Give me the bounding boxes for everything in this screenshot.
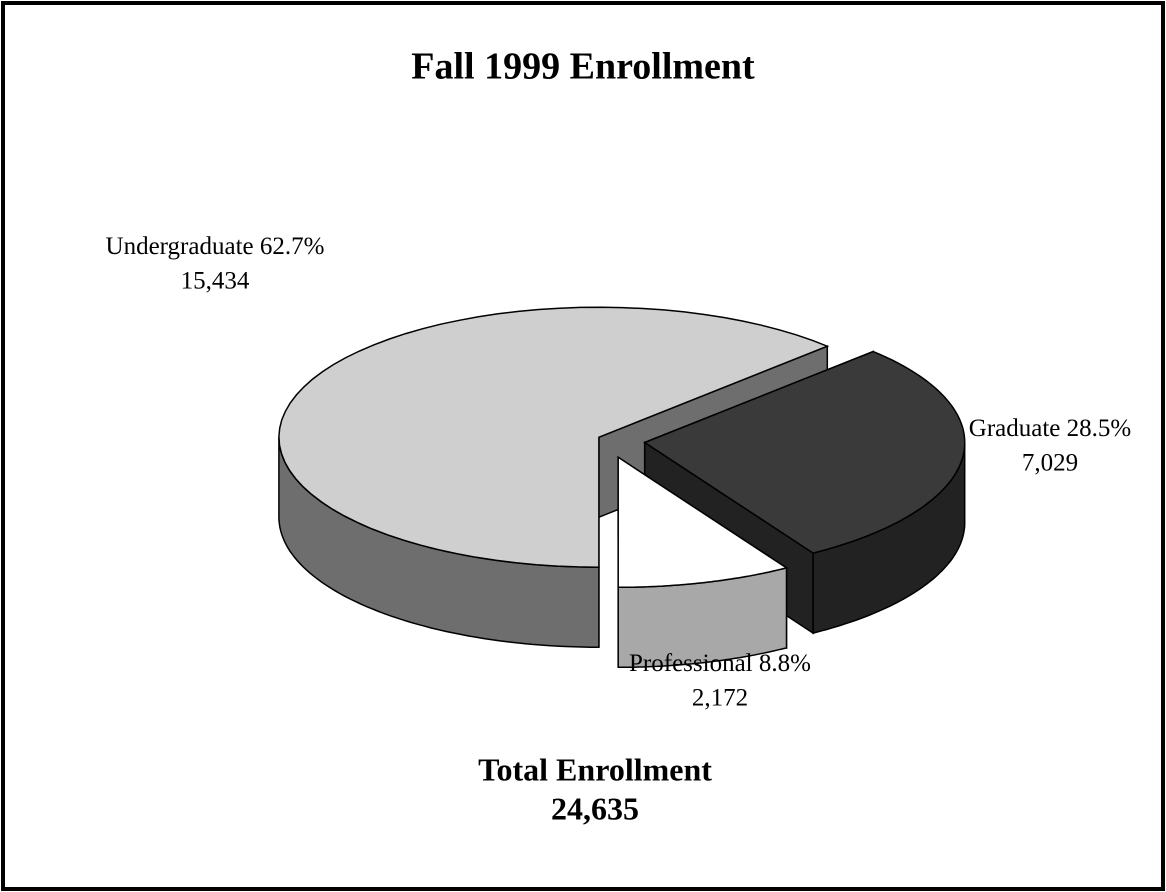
value-label: 2,172 [692,685,748,712]
slice-label: Graduate 28.5% [969,415,1131,442]
category-name: Undergraduate [106,233,254,260]
percent-label: 28.5% [1067,415,1132,442]
value-label: 15,434 [181,268,250,295]
slice-label: Undergraduate 62.7% [106,233,325,260]
slice [643,350,966,554]
pie: Undergraduate 62.7% 15,434 Graduate 28.5% 7… [106,233,1132,712]
chart-title: Fall 1999 Enrollment [411,46,755,88]
pie-tops [278,306,966,589]
slice-label: Professional 8.8% [629,650,811,677]
percent-label: 62.7% [260,233,325,260]
total-value: 24,635 [551,790,639,826]
slice [278,306,830,568]
category-name: Graduate [969,415,1061,442]
slice [617,455,789,589]
total-label: Total Enrollment [478,751,712,787]
value-label: 7,029 [1022,450,1078,477]
category-name: Professional [629,650,753,677]
percent-label: 8.8% [759,650,811,677]
